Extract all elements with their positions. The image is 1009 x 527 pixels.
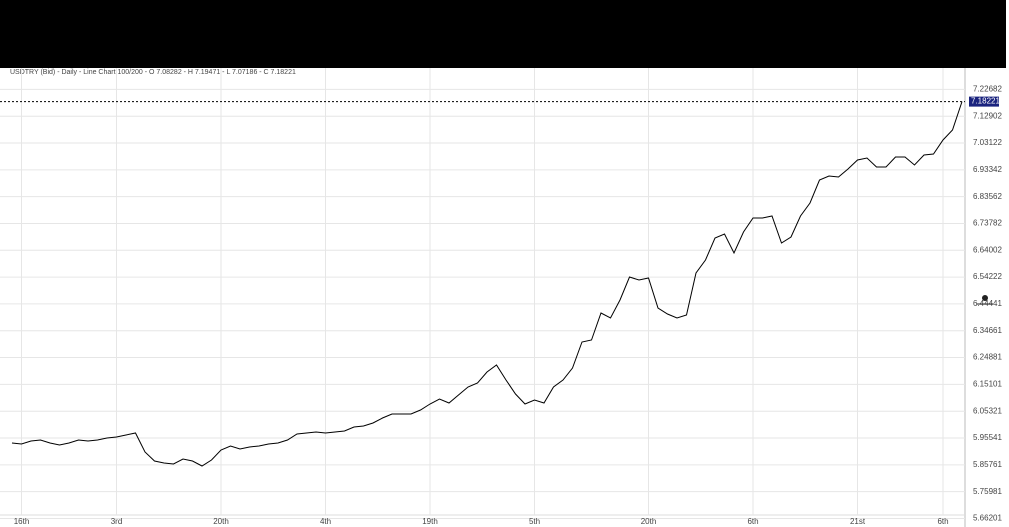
y-tick-label: 6.15101	[973, 379, 1002, 388]
y-tick-label: 6.73782	[973, 219, 1002, 228]
y-tick-label: 7.12902	[973, 111, 1002, 120]
top-bar	[0, 0, 1006, 68]
x-tick-label: 20th	[641, 517, 657, 526]
y-tick-label: 5.85761	[973, 460, 1002, 469]
y-tick-label: 6.24881	[973, 353, 1002, 362]
x-tick-label: 5th	[529, 517, 540, 526]
y-tick-label: 6.93342	[973, 165, 1002, 174]
y-tick-label: 6.34661	[973, 326, 1002, 335]
x-tick-label: 4th	[320, 517, 331, 526]
icon-dot[interactable]	[982, 295, 988, 301]
x-tick-label: 16th	[14, 517, 30, 526]
y-tick-label: 6.54222	[973, 272, 1002, 281]
y-tick-label: 5.95541	[973, 433, 1002, 442]
x-tick-label: 19th	[422, 517, 438, 526]
y-tick-label: 6.05321	[973, 406, 1002, 415]
x-tick-label: 3rd	[111, 517, 123, 526]
x-tick-label: 6th	[747, 517, 758, 526]
x-tick-label: 20th	[213, 517, 229, 526]
tool-icon[interactable]	[977, 295, 993, 305]
y-tick-label: 5.75981	[973, 487, 1002, 496]
y-tick-label: 7.03122	[973, 138, 1002, 147]
last-price-label: 7.18221	[971, 97, 1000, 106]
y-tick-label: 7.22682	[973, 84, 1002, 93]
last-price-box	[969, 96, 999, 107]
y-tick-label: 5.66201	[973, 514, 1002, 523]
chart-title: USDTRY (Bid) - Daily - Line Chart 100/20…	[10, 69, 296, 76]
y-tick-label: 6.64002	[973, 245, 1002, 254]
price-line	[11, 101, 963, 467]
x-tick-label: 21st	[850, 517, 866, 526]
y-tick-label: 6.83562	[973, 192, 1002, 201]
x-tick-label: 6th	[937, 517, 948, 526]
